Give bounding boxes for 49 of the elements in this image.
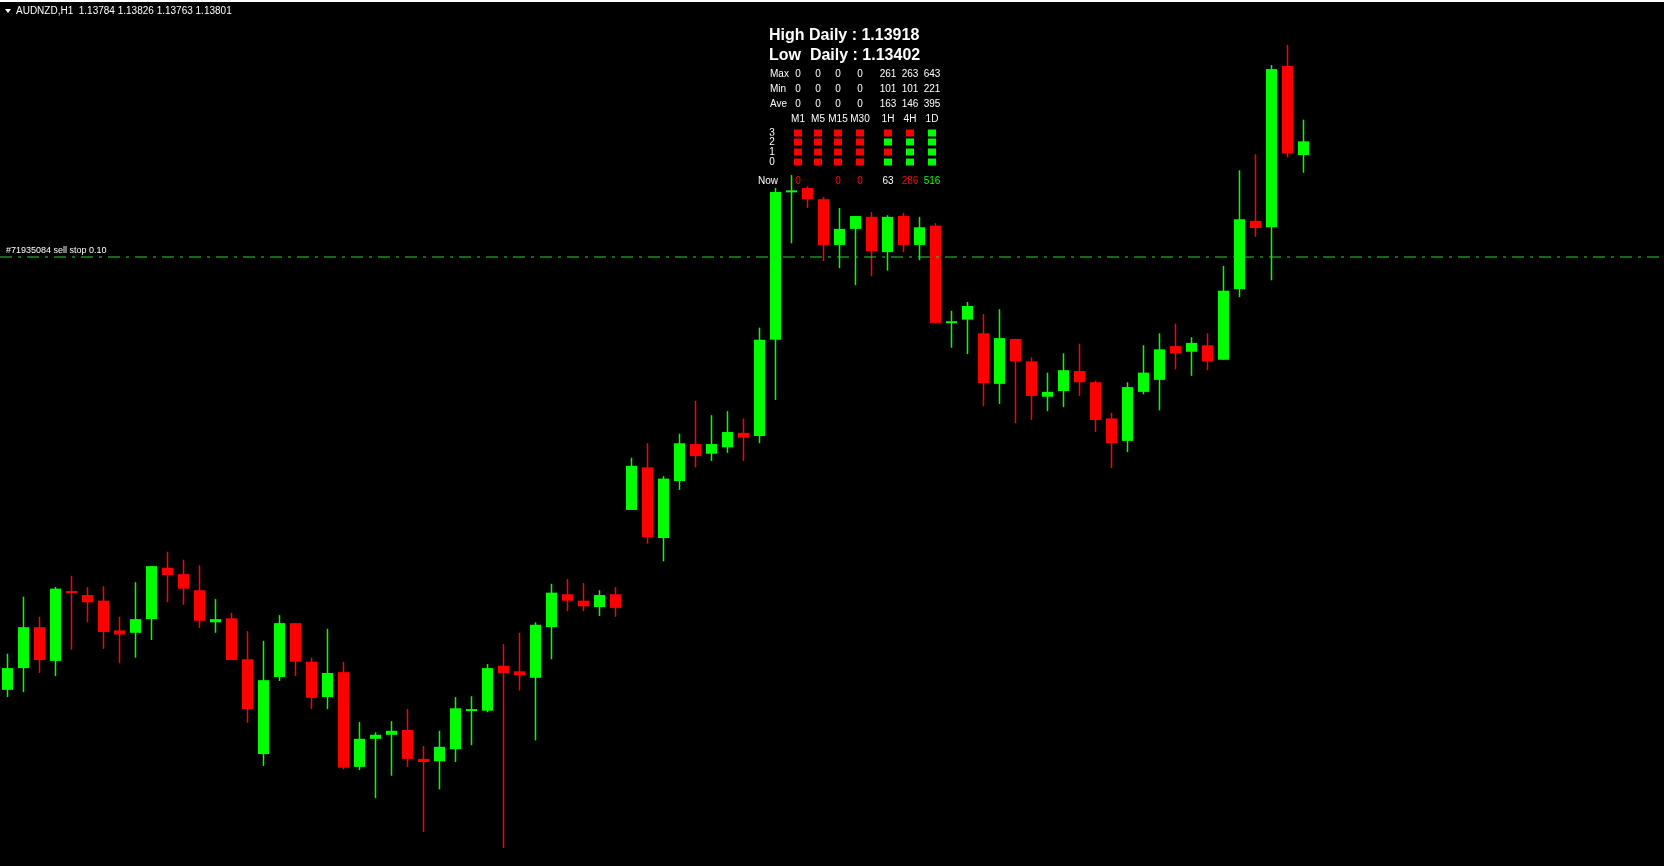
candlestick bbox=[594, 589, 605, 617]
ref-line-label: #71935084 sell stop 0.10 bbox=[6, 244, 107, 255]
candlestick bbox=[370, 731, 381, 799]
candlestick bbox=[66, 575, 77, 651]
candlestick bbox=[498, 643, 509, 848]
candlestick bbox=[690, 399, 701, 469]
annotation: Low Daily : 1.13402 bbox=[769, 46, 921, 63]
candlestick bbox=[1250, 153, 1261, 238]
candlestick bbox=[1186, 336, 1197, 377]
text: High Daily : 1.13918 bbox=[769, 26, 920, 43]
candlestick bbox=[418, 745, 429, 833]
candlestick bbox=[786, 174, 797, 245]
candlestick bbox=[114, 615, 125, 665]
candlestick bbox=[210, 598, 221, 634]
candlestick bbox=[386, 720, 397, 777]
candlestick bbox=[850, 215, 861, 286]
candlestick bbox=[738, 417, 749, 462]
candlestick bbox=[834, 207, 845, 269]
text: Min 0 0 0 0 101 101 221 bbox=[770, 82, 941, 94]
candlestick bbox=[1170, 322, 1181, 371]
candlestick bbox=[434, 730, 445, 791]
candlestick bbox=[130, 581, 141, 659]
text: Ave 0 0 0 0 163 146 395 bbox=[770, 97, 941, 109]
candlestick bbox=[514, 632, 525, 692]
candlestick bbox=[82, 586, 93, 624]
candlestick bbox=[802, 185, 813, 209]
candlestick bbox=[466, 695, 477, 746]
candlestick bbox=[1202, 332, 1213, 371]
candlestick bbox=[1058, 352, 1069, 408]
text: Now 0 0 0 63 286 516 bbox=[758, 174, 941, 186]
candlestick bbox=[162, 550, 173, 604]
annotation: 3 2 1 0 bbox=[769, 126, 776, 167]
text: Max 0 0 0 0 261 263 643 bbox=[770, 67, 941, 79]
candlestick bbox=[706, 414, 717, 462]
candlestick bbox=[178, 558, 189, 606]
candlestick bbox=[1138, 344, 1149, 396]
candlestick bbox=[1074, 342, 1085, 397]
candlestick bbox=[1010, 338, 1021, 424]
chart-title: AUDNZD,H1 1.13784 1.13826 1.13763 1.13801 bbox=[16, 5, 233, 16]
candlestick bbox=[610, 586, 621, 618]
candlestick bbox=[962, 301, 973, 355]
candlestick bbox=[946, 310, 957, 349]
candlestick bbox=[914, 216, 925, 261]
candlestick bbox=[2, 652, 13, 698]
candlestick bbox=[722, 410, 733, 454]
candlestick bbox=[1298, 118, 1309, 174]
candlestick bbox=[1042, 371, 1053, 412]
annotation: M1 M5 M15 M30 1H 4H 1D bbox=[791, 112, 939, 124]
candlestick bbox=[562, 578, 573, 612]
